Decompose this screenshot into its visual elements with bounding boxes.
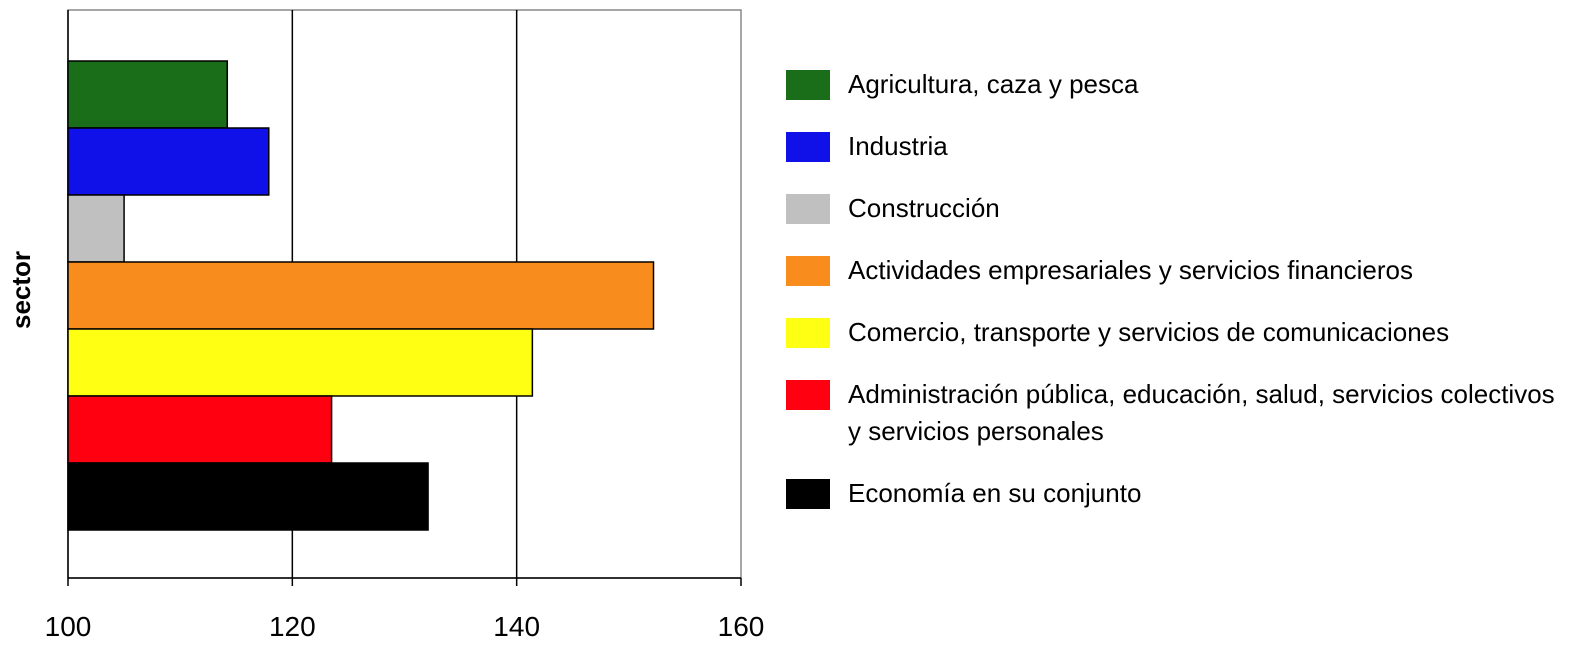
legend-swatch xyxy=(786,256,830,286)
y-axis-label: sector xyxy=(6,251,36,329)
bar xyxy=(67,328,534,397)
x-tick-label: 100 xyxy=(45,611,92,642)
legend-label: Administración pública, educación, salud… xyxy=(848,379,1555,446)
legend-item: Actividades empresariales y servicios fi… xyxy=(786,255,1576,289)
legend-item: Agricultura, caza y pesca xyxy=(786,69,1576,103)
legend-swatch xyxy=(786,70,830,100)
legend-swatch xyxy=(786,479,830,509)
legend-item: Comercio, transporte y servicios de comu… xyxy=(786,317,1576,351)
legend-swatch xyxy=(786,380,830,410)
legend: Agricultura, caza y pesca Industria Constr… xyxy=(786,69,1576,541)
x-tick-label: 120 xyxy=(269,611,316,642)
legend-label: Comercio, transporte y servicios de comu… xyxy=(848,317,1450,347)
legend-swatch xyxy=(786,318,830,348)
x-tick-label: 160 xyxy=(718,611,765,642)
legend-swatch xyxy=(786,194,830,224)
bar xyxy=(67,462,429,531)
legend-item: Construcción xyxy=(786,193,1576,227)
legend-item: Industria xyxy=(786,131,1576,165)
bar xyxy=(67,60,229,129)
legend-label: Agricultura, caza y pesca xyxy=(848,69,1139,99)
bar xyxy=(67,127,270,196)
x-tick-label: 140 xyxy=(493,611,540,642)
legend-label: Construcción xyxy=(848,193,1000,223)
legend-label: Actividades empresariales y servicios fi… xyxy=(848,255,1414,285)
bar xyxy=(67,261,655,330)
legend-label: Industria xyxy=(848,131,948,161)
legend-item: Administración pública, educación, salud… xyxy=(786,379,1576,450)
bar xyxy=(67,395,333,464)
legend-label: Economía en su conjunto xyxy=(848,478,1142,508)
bar xyxy=(67,194,125,263)
legend-swatch xyxy=(786,132,830,162)
legend-item: Economía en su conjunto xyxy=(786,478,1576,512)
